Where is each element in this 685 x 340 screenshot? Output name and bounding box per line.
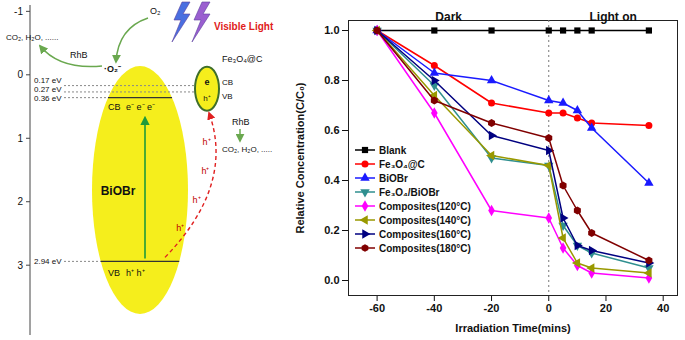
- svg-text:BiOBr: BiOBr: [101, 184, 136, 198]
- html-text:Blank: Blank: [379, 144, 407, 156]
- svg-text:Fe₃O₄@C: Fe₃O₄@C: [222, 54, 263, 64]
- html-text:Composites(140°C): Composites(140°C): [379, 214, 471, 226]
- svg-text:Relative Concentration(C/C₀): Relative Concentration(C/C₀): [294, 82, 306, 233]
- svg-text:h⁺: h⁺: [193, 195, 201, 205]
- svg-text:0.0: 0.0: [324, 274, 339, 286]
- svg-text:-60: -60: [369, 302, 385, 314]
- svg-text:h⁺: h⁺: [201, 166, 209, 176]
- svg-text:2.94 eV: 2.94 eV: [34, 257, 62, 266]
- svg-text:3: 3: [17, 260, 23, 271]
- svg-text:e: e: [204, 77, 209, 87]
- svg-text:-1: -1: [14, 6, 23, 17]
- svg-text:-20: -20: [484, 302, 500, 314]
- svg-text:0.17 eV: 0.17 eV: [34, 76, 62, 85]
- svg-text:CO₂, H₂O, ......: CO₂, H₂O, ......: [6, 33, 58, 42]
- svg-text:h⁺: h⁺: [203, 137, 211, 147]
- svg-text:2: 2: [17, 196, 23, 207]
- svg-text:0: 0: [546, 302, 552, 314]
- svg-text:CB: CB: [108, 102, 121, 112]
- svg-text:1.0: 1.0: [324, 24, 339, 36]
- html-text:Fe₃O₄/BiOBr: Fe₃O₄/BiOBr: [379, 186, 440, 198]
- html-text:Composites(160°C): Composites(160°C): [379, 228, 471, 240]
- svg-text:0.36 eV: 0.36 eV: [34, 94, 62, 103]
- html-text:BiOBr: BiOBr: [379, 172, 408, 184]
- svg-text:40: 40: [657, 302, 669, 314]
- svg-text:0: 0: [17, 69, 23, 80]
- svg-text:VB: VB: [108, 268, 120, 278]
- svg-text:Dark: Dark: [435, 10, 462, 24]
- svg-text:e⁻ e⁻ e⁻: e⁻ e⁻ e⁻: [126, 102, 155, 112]
- svg-text:Irradiation Time(mins): Irradiation Time(mins): [455, 322, 571, 334]
- svg-text:0.8: 0.8: [324, 74, 339, 86]
- svg-text:RhB: RhB: [70, 50, 88, 60]
- html-text:Composites(180°C): Composites(180°C): [379, 242, 471, 254]
- svg-text:0.4: 0.4: [324, 174, 340, 186]
- svg-text:RhB: RhB: [232, 117, 250, 127]
- html-text:Composites(120°C): Composites(120°C): [379, 200, 471, 212]
- svg-text:CB: CB: [222, 78, 233, 87]
- svg-text:20: 20: [600, 302, 612, 314]
- svg-text:0.27 eV: 0.27 eV: [34, 85, 62, 94]
- svg-text:Light on: Light on: [589, 10, 636, 24]
- svg-text:h⁺: h⁺: [203, 94, 210, 103]
- svg-text:h⁺: h⁺: [176, 223, 184, 233]
- svg-text:-40: -40: [426, 302, 442, 314]
- html-text:Fe₃O₄@C: Fe₃O₄@C: [379, 158, 425, 170]
- svg-text:1: 1: [17, 133, 23, 144]
- svg-text:·O₂⁻: ·O₂⁻: [104, 64, 121, 74]
- svg-text:0.6: 0.6: [324, 124, 339, 136]
- svg-text:O₂: O₂: [150, 6, 161, 16]
- svg-text:h⁺ h⁺: h⁺ h⁺: [126, 268, 145, 278]
- svg-text:VB: VB: [222, 92, 233, 101]
- svg-text:CO₂, H₂O, .....: CO₂, H₂O, .....: [222, 145, 272, 154]
- svg-text:Visible Light: Visible Light: [214, 21, 274, 32]
- svg-text:0.2: 0.2: [324, 224, 339, 236]
